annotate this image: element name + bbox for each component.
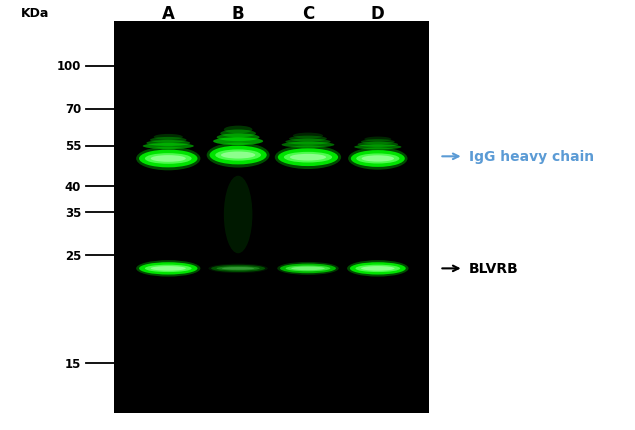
Ellipse shape (277, 149, 338, 167)
Text: 25: 25 (65, 249, 81, 262)
Ellipse shape (277, 262, 338, 275)
Ellipse shape (358, 142, 398, 147)
Ellipse shape (281, 142, 335, 148)
Ellipse shape (275, 146, 341, 169)
Ellipse shape (139, 263, 197, 275)
Text: 35: 35 (65, 206, 81, 219)
Ellipse shape (136, 261, 201, 277)
Ellipse shape (293, 133, 323, 139)
Ellipse shape (145, 265, 192, 273)
Ellipse shape (215, 150, 261, 161)
Ellipse shape (350, 263, 406, 275)
Ellipse shape (150, 138, 187, 144)
Ellipse shape (221, 152, 255, 159)
Ellipse shape (154, 135, 183, 141)
Ellipse shape (217, 267, 260, 271)
Ellipse shape (220, 130, 256, 138)
Ellipse shape (347, 261, 408, 277)
Ellipse shape (356, 154, 399, 164)
Ellipse shape (146, 141, 190, 147)
Ellipse shape (362, 156, 394, 162)
Ellipse shape (213, 138, 263, 146)
Ellipse shape (351, 151, 405, 167)
Ellipse shape (348, 148, 408, 170)
Ellipse shape (364, 137, 391, 142)
Text: D: D (371, 5, 385, 23)
Text: 100: 100 (57, 60, 81, 73)
Ellipse shape (139, 150, 197, 168)
Text: BLVRB: BLVRB (469, 262, 518, 276)
Ellipse shape (207, 143, 269, 168)
Ellipse shape (361, 140, 395, 145)
Text: C: C (302, 5, 314, 23)
Text: A: A (162, 5, 175, 23)
Ellipse shape (354, 145, 401, 150)
Ellipse shape (224, 176, 253, 254)
Ellipse shape (285, 139, 331, 145)
Ellipse shape (217, 134, 260, 142)
Ellipse shape (222, 267, 254, 270)
Ellipse shape (356, 265, 400, 273)
Ellipse shape (361, 267, 394, 271)
Ellipse shape (224, 126, 253, 134)
Text: 70: 70 (65, 103, 81, 116)
Ellipse shape (289, 136, 327, 142)
Ellipse shape (150, 156, 186, 163)
Ellipse shape (290, 154, 326, 161)
Text: KDa: KDa (21, 7, 49, 20)
Ellipse shape (291, 267, 324, 270)
Ellipse shape (143, 144, 194, 150)
Bar (114, 22, 429, 413)
Ellipse shape (136, 147, 201, 171)
Text: 40: 40 (65, 181, 81, 194)
Ellipse shape (211, 265, 265, 272)
Ellipse shape (208, 264, 268, 273)
Text: B: B (232, 5, 244, 23)
Ellipse shape (280, 264, 336, 273)
Ellipse shape (284, 153, 332, 163)
Ellipse shape (145, 154, 192, 164)
Ellipse shape (286, 266, 330, 272)
Ellipse shape (210, 146, 267, 165)
Text: 15: 15 (65, 357, 81, 370)
Ellipse shape (150, 267, 186, 271)
Text: 55: 55 (65, 140, 81, 153)
Text: IgG heavy chain: IgG heavy chain (469, 150, 594, 164)
